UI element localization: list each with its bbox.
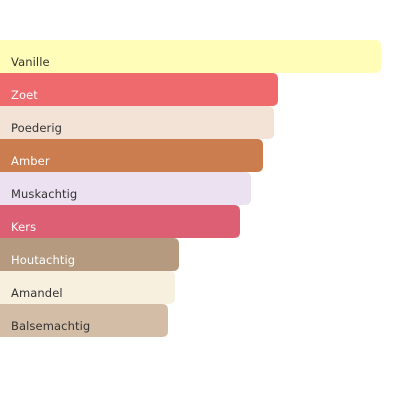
bar-label-balsemachtig: Balsemachtig: [11, 319, 90, 333]
bar-kers: [0, 205, 240, 238]
bar-amber: [0, 139, 263, 172]
bar-label-zoet: Zoet: [11, 88, 38, 102]
bar-zoet: [0, 73, 278, 106]
bar-label-kers: Kers: [11, 220, 36, 234]
bar-balsemachtig: [0, 304, 168, 337]
bar-houtachtig: [0, 238, 179, 271]
bar-label-poederig: Poederig: [11, 121, 62, 135]
bars-group: Vanille Zoet Poederig Amber Muskachtig Kers Ho…: [0, 40, 381, 337]
bar-label-muskachtig: Muskachtig: [11, 187, 77, 201]
bar-poederig: [0, 106, 274, 139]
bar-label-houtachtig: Houtachtig: [11, 253, 75, 267]
bar-amandel: [0, 271, 175, 304]
bar-label-vanille: Vanille: [11, 55, 50, 69]
bar-muskachtig: [0, 172, 251, 205]
bar-label-amandel: Amandel: [11, 286, 63, 300]
bar-label-amber: Amber: [11, 154, 50, 168]
bar-vanille: [0, 40, 381, 73]
